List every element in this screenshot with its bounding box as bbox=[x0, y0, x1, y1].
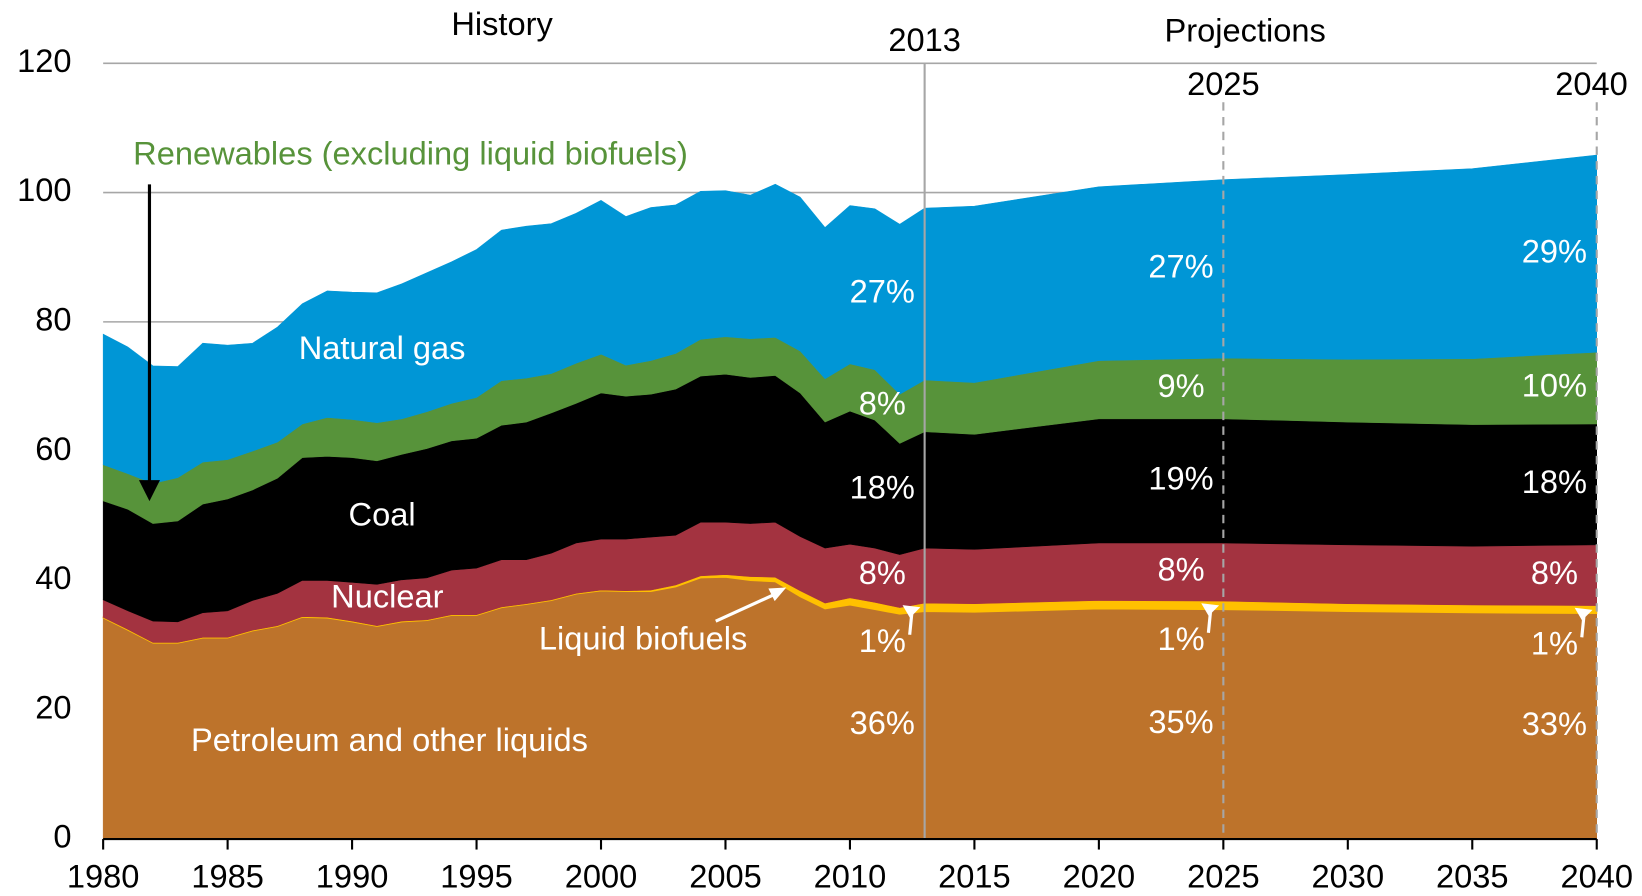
x-tick-label: 2005 bbox=[689, 858, 762, 895]
x-tick-label: 2000 bbox=[565, 858, 638, 895]
share-label: 10% bbox=[1522, 367, 1587, 404]
marker-label: 2040 bbox=[1555, 65, 1628, 102]
share-label: 19% bbox=[1148, 460, 1213, 497]
share-label: 9% bbox=[1157, 367, 1204, 404]
series-label: Nuclear bbox=[331, 578, 444, 615]
series-label: Petroleum and other liquids bbox=[191, 721, 588, 758]
y-tick-label: 80 bbox=[35, 300, 71, 337]
share-label: 18% bbox=[850, 469, 915, 506]
share-label: 36% bbox=[850, 704, 915, 741]
share-label: 27% bbox=[1148, 247, 1213, 284]
arrowhead bbox=[1574, 607, 1593, 621]
series-label: Renewables (excluding liquid biofuels) bbox=[133, 135, 688, 172]
series-label: Liquid biofuels bbox=[539, 620, 748, 657]
y-tick-label: 120 bbox=[17, 42, 71, 79]
series-label: Natural gas bbox=[299, 329, 466, 366]
share-label: 8% bbox=[859, 554, 906, 591]
share-label: 27% bbox=[850, 273, 915, 310]
x-tick-label: 2040 bbox=[1560, 858, 1633, 895]
share-label: 1% bbox=[859, 622, 906, 659]
arrowhead bbox=[768, 587, 787, 602]
series-label: Coal bbox=[349, 496, 416, 533]
x-tick-label: 1990 bbox=[316, 858, 389, 895]
share-label: 35% bbox=[1148, 703, 1213, 740]
y-tick-label: 20 bbox=[35, 688, 71, 725]
x-tick-label: 2015 bbox=[938, 858, 1011, 895]
x-tick-label: 2030 bbox=[1312, 858, 1385, 895]
share-label: 33% bbox=[1522, 705, 1587, 742]
arrowhead bbox=[902, 605, 921, 618]
y-tick-label: 0 bbox=[53, 818, 71, 855]
x-tick-label: 2025 bbox=[1187, 858, 1260, 895]
marker-label: 2025 bbox=[1187, 65, 1260, 102]
arrowhead bbox=[1201, 603, 1220, 616]
projections-label: Projections bbox=[1165, 11, 1326, 48]
y-tick-label: 100 bbox=[17, 171, 71, 208]
x-tick-label: 2035 bbox=[1436, 858, 1509, 895]
y-tick-label: 60 bbox=[35, 430, 71, 467]
share-label: 1% bbox=[1157, 620, 1204, 657]
arrowhead bbox=[138, 480, 160, 502]
share-label: 8% bbox=[1531, 554, 1578, 591]
arrow bbox=[715, 593, 775, 623]
x-tick-label: 2010 bbox=[814, 858, 887, 895]
share-label: 29% bbox=[1522, 232, 1587, 269]
history-label: History bbox=[451, 5, 553, 42]
x-tick-label: 1980 bbox=[67, 858, 140, 895]
x-tick-label: 2020 bbox=[1063, 858, 1136, 895]
y-tick-label: 40 bbox=[35, 559, 71, 596]
share-label: 1% bbox=[1531, 624, 1578, 661]
x-tick-label: 1985 bbox=[191, 858, 264, 895]
share-label: 8% bbox=[859, 385, 906, 422]
marker-label: 2013 bbox=[888, 21, 961, 58]
x-tick-label: 1995 bbox=[440, 858, 513, 895]
share-label: 18% bbox=[1522, 463, 1587, 500]
share-label: 8% bbox=[1157, 551, 1204, 588]
